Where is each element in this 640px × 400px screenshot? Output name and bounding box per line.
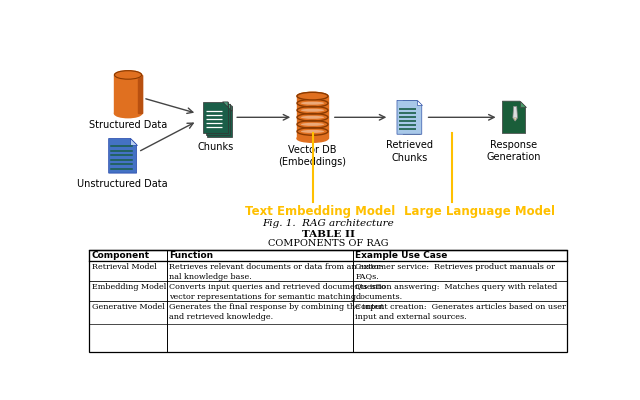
Text: Fig. 1.  RAG architecture: Fig. 1. RAG architecture (262, 219, 394, 228)
Text: Response
Generation: Response Generation (487, 140, 541, 162)
Ellipse shape (115, 71, 141, 79)
Ellipse shape (301, 123, 324, 126)
Text: Function: Function (169, 251, 213, 260)
Text: Text Embedding Model: Text Embedding Model (245, 205, 396, 218)
Text: Retrieves relevant documents or data from an exter-
nal knowledge base.: Retrieves relevant documents or data fro… (169, 263, 383, 281)
Polygon shape (225, 104, 230, 110)
Ellipse shape (301, 130, 324, 133)
Bar (90, 301, 566, 324)
Bar (90, 250, 566, 352)
Polygon shape (513, 106, 518, 121)
Text: Retrieved
Chunks: Retrieved Chunks (386, 140, 433, 163)
Text: Generative Model: Generative Model (92, 303, 164, 311)
Polygon shape (417, 100, 422, 105)
Bar (297, 96, 328, 138)
Bar (90, 250, 566, 261)
Text: Customer service:  Retrieves product manuals or
FAQs.: Customer service: Retrieves product manu… (355, 263, 555, 281)
Ellipse shape (115, 109, 141, 118)
Bar (207, 106, 232, 136)
Text: TABLE II: TABLE II (301, 230, 355, 240)
Polygon shape (227, 106, 232, 111)
Bar (205, 104, 230, 135)
Polygon shape (403, 100, 420, 134)
Ellipse shape (297, 135, 328, 142)
Text: Converts input queries and retrieved documents into
vector representations for s: Converts input queries and retrieved doc… (169, 283, 386, 301)
Text: Structured Data: Structured Data (89, 120, 167, 130)
Bar (204, 102, 228, 133)
Bar (138, 75, 141, 114)
Polygon shape (223, 102, 228, 107)
Text: Component: Component (92, 251, 150, 260)
Text: Example Use Case: Example Use Case (355, 251, 447, 260)
Text: Retrieval Model: Retrieval Model (92, 263, 156, 271)
Bar (90, 261, 566, 281)
Ellipse shape (297, 92, 328, 100)
Text: COMPONENTS OF RAG: COMPONENTS OF RAG (268, 239, 388, 248)
Text: Vector DB
(Embeddings): Vector DB (Embeddings) (278, 145, 346, 167)
Ellipse shape (301, 109, 324, 112)
Text: Generates the final response by combining the input
and retrieved knowledge.: Generates the final response by combinin… (169, 303, 384, 321)
Text: Embedding Model: Embedding Model (92, 283, 166, 291)
Polygon shape (397, 100, 422, 134)
Text: Unstructured Data: Unstructured Data (77, 179, 168, 189)
Text: Chunks: Chunks (198, 142, 234, 152)
Text: Question answering:  Matches query with related
documents.: Question answering: Matches query with r… (355, 283, 557, 301)
Polygon shape (502, 101, 525, 134)
Polygon shape (109, 138, 136, 173)
Polygon shape (131, 138, 136, 144)
Ellipse shape (301, 116, 324, 119)
Ellipse shape (301, 102, 324, 105)
Polygon shape (514, 118, 516, 121)
Text: Content creation:  Generates articles based on user
input and external sources.: Content creation: Generates articles bas… (355, 303, 566, 321)
Polygon shape (520, 101, 525, 107)
Bar (115, 75, 141, 114)
Bar (90, 281, 566, 301)
Text: Large Language Model: Large Language Model (404, 205, 555, 218)
